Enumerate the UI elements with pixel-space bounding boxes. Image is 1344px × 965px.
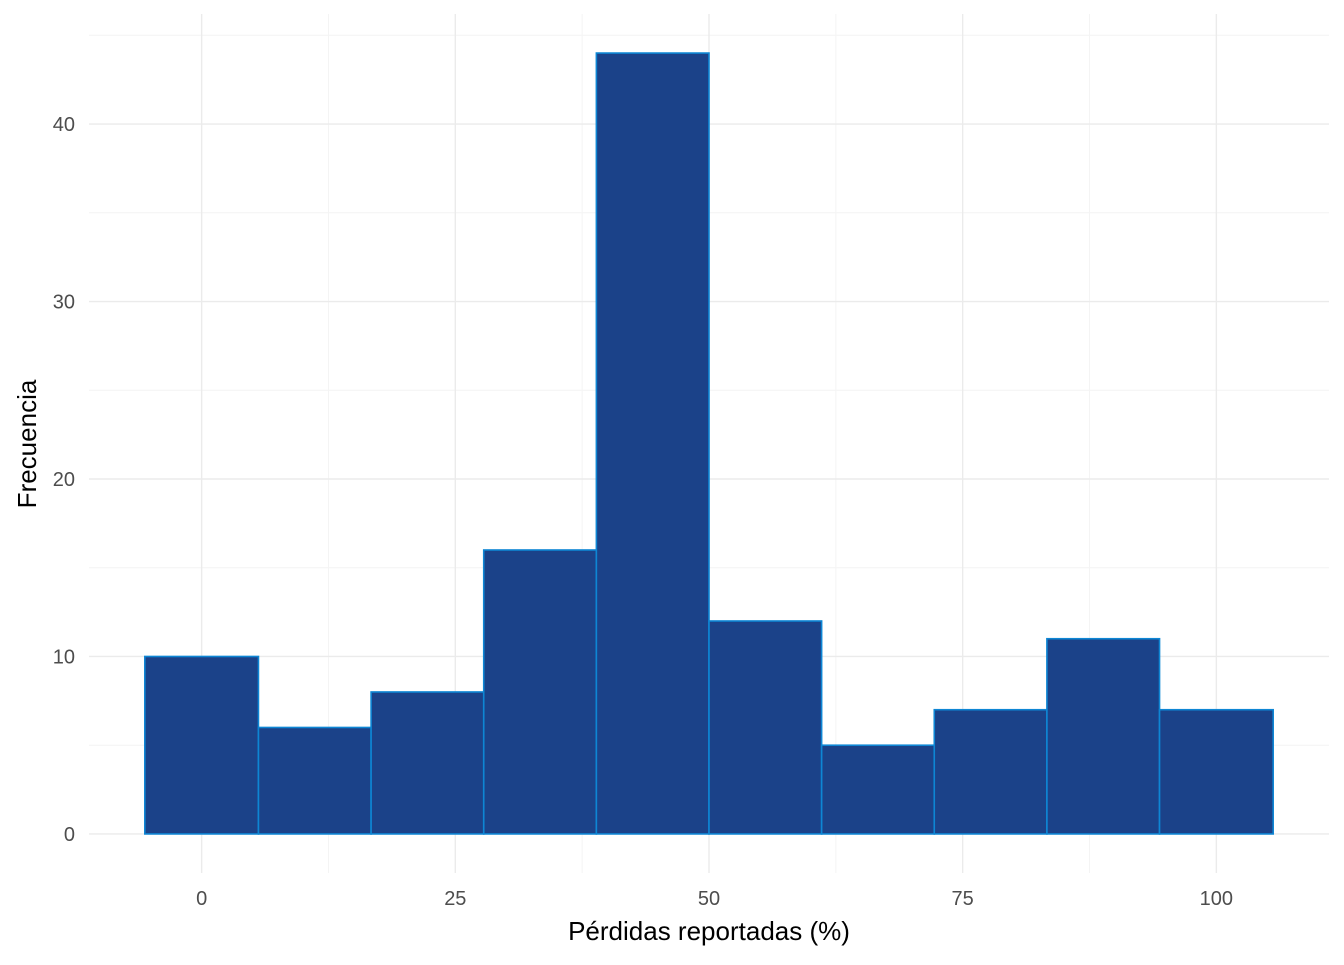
y-tick-label: 30 — [53, 292, 75, 314]
y-axis-ticks: 0 10 20 30 40 — [53, 114, 75, 846]
x-tick-label: 100 — [1200, 888, 1233, 910]
y-tick-label: 40 — [53, 114, 75, 136]
histogram-bar — [595, 52, 710, 835]
histogram-bar — [1046, 637, 1161, 835]
x-tick-label: 50 — [698, 888, 720, 910]
x-tick-label: 25 — [444, 888, 466, 910]
histogram-bar — [708, 620, 823, 835]
y-tick-label: 10 — [53, 646, 75, 668]
y-tick-label: 20 — [53, 469, 75, 491]
histogram-bar — [820, 744, 936, 835]
histogram-bar — [144, 655, 260, 835]
x-axis-title: Pérdidas reportadas (%) — [568, 916, 850, 946]
histogram-bar — [1158, 708, 1274, 835]
histogram-bars — [144, 52, 1274, 835]
histogram-bar — [933, 708, 1048, 835]
x-axis-ticks: 0 25 50 75 100 — [196, 888, 1233, 910]
histogram-bar — [370, 691, 485, 835]
y-axis-title: Frecuencia — [12, 379, 42, 508]
histogram-bar — [482, 549, 598, 835]
y-tick-label: 0 — [64, 824, 75, 846]
x-tick-label: 0 — [196, 888, 207, 910]
x-tick-label: 75 — [952, 888, 974, 910]
histogram-bar — [257, 726, 372, 835]
